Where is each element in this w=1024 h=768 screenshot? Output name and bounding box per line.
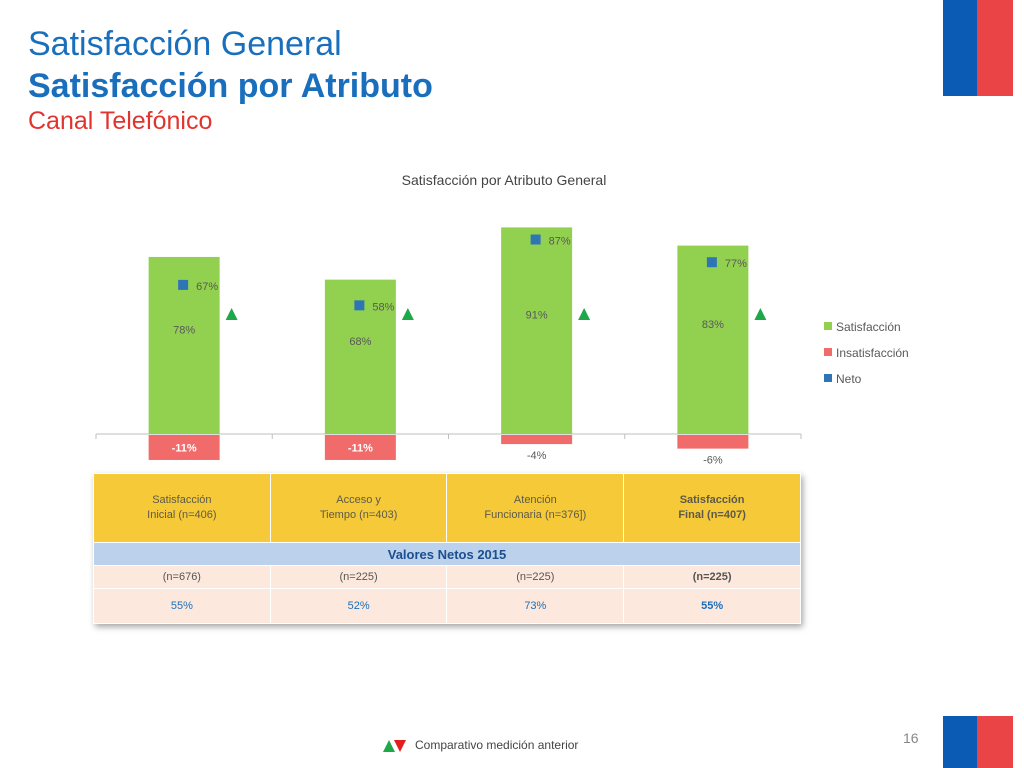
header-line1: Satisfacción — [152, 494, 212, 506]
page-title: Satisfacción General — [28, 25, 342, 63]
legend-swatch — [824, 348, 832, 356]
legend-label: Neto — [836, 372, 862, 386]
header-line1: Acceso y — [336, 494, 381, 506]
table-header-cell: Acceso y Tiempo (n=403) — [269, 473, 448, 543]
dissatisfaction-data-label: -4% — [527, 450, 547, 462]
satisfaction-data-label: 68% — [349, 336, 371, 348]
header-line2: Funcionaria (n=376]) — [484, 509, 587, 521]
satisfaction-bar — [677, 245, 749, 434]
legend-swatch — [824, 374, 832, 382]
header-line1: Satisfacción — [679, 494, 745, 506]
satisfaction-data-label: 78% — [173, 324, 195, 336]
table-header-cell: Satisfacción Inicial (n=406) — [93, 473, 271, 543]
table-subheader: Valores Netos 2015 — [93, 542, 801, 566]
flag-red-stripe — [977, 716, 1013, 768]
table-cell: 55% — [623, 588, 801, 624]
header-line1: Atención — [513, 494, 557, 506]
flag-blue-stripe — [943, 0, 977, 96]
table-cell: 52% — [269, 588, 448, 624]
flag-logo-bottom — [943, 716, 1013, 768]
header-line2: Inicial (n=406) — [147, 509, 217, 521]
table-row: 55% 52% 73% 55% — [93, 588, 801, 624]
dissatisfaction-data-label: -6% — [703, 455, 723, 467]
satisfaction-chart: Satisfacción por Atributo General 78% -11%… — [95, 172, 909, 467]
table-header-cell: Satisfacción Final (n=407) — [623, 473, 801, 543]
up-arrow-icon — [401, 308, 414, 320]
table-row: (n=676) (n=225) (n=225) (n=225) — [93, 565, 801, 589]
table-cell: (n=225) — [623, 565, 801, 589]
dissatisfaction-bar — [501, 435, 573, 445]
up-arrow-icon — [754, 308, 767, 320]
channel-label: Canal Telefónico — [28, 107, 213, 135]
legend-swatch — [824, 322, 832, 330]
table-cell: (n=225) — [446, 565, 625, 589]
satisfaction-data-label: 91% — [526, 310, 548, 322]
chart-title: Satisfacción por Atributo General — [402, 172, 607, 188]
satisfaction-bar — [501, 227, 573, 434]
page-subtitle: Satisfacción por Atributo — [28, 67, 433, 105]
net-values-table: Satisfacción Inicial (n=406) Acceso y Tiem… — [93, 473, 801, 624]
flag-blue-stripe — [943, 716, 977, 768]
net-marker — [706, 257, 717, 268]
up-arrow-icon — [578, 308, 591, 320]
page-number: 16 — [903, 730, 919, 746]
dissatisfaction-bar — [148, 435, 220, 460]
dissatisfaction-bar — [677, 435, 749, 449]
legend-label: Satisfacción — [836, 320, 901, 334]
net-marker — [530, 234, 541, 245]
header-line2: Final (n=407) — [678, 509, 746, 521]
table-header-cell: Atención Funcionaria (n=376]) — [446, 473, 625, 543]
net-data-label: 67% — [196, 281, 218, 293]
net-marker — [354, 300, 365, 311]
table-cell: 55% — [93, 588, 271, 624]
net-marker — [178, 279, 189, 290]
legend-label: Insatisfacción — [836, 346, 909, 360]
flag-red-stripe — [977, 0, 1013, 96]
up-down-arrows-icon — [383, 740, 406, 752]
table-header-row: Satisfacción Inicial (n=406) Acceso y Tiem… — [93, 473, 801, 543]
net-data-label: 87% — [549, 236, 571, 248]
comparison-legend-text: Comparativo medición anterior — [415, 738, 579, 752]
net-data-label: 58% — [372, 301, 394, 313]
table-cell: (n=676) — [93, 565, 271, 589]
net-data-label: 77% — [725, 258, 747, 270]
dissatisfaction-data-label: -11% — [172, 442, 197, 454]
satisfaction-data-label: 83% — [702, 319, 724, 331]
flag-logo-top — [943, 0, 1013, 96]
up-arrow-icon — [225, 308, 238, 320]
table-cell: 73% — [446, 588, 625, 624]
dissatisfaction-bar — [324, 435, 396, 460]
dissatisfaction-data-label: -11% — [348, 442, 373, 454]
table-cell: (n=225) — [269, 565, 448, 589]
header-line2: Tiempo (n=403) — [319, 509, 398, 521]
table-subheader-row: Valores Netos 2015 — [93, 542, 801, 566]
